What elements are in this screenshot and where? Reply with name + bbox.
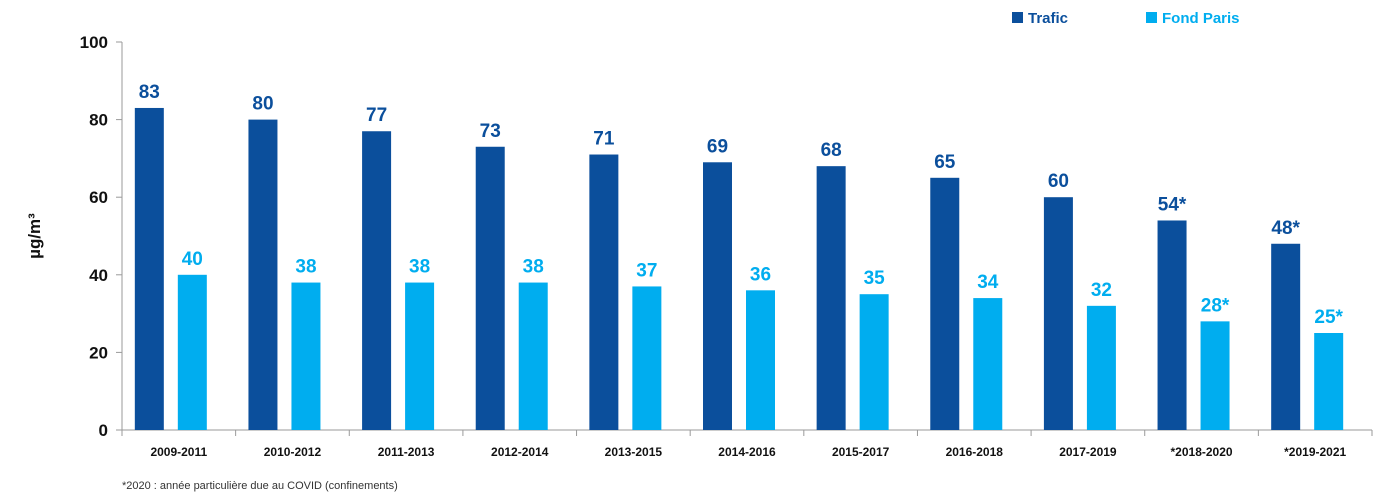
data-label-fond-paris: 34 <box>977 272 999 293</box>
bar-fond-paris <box>291 282 321 430</box>
legend-label-fond-paris: Fond Paris <box>1162 10 1240 27</box>
legend-swatch-fond-paris <box>1146 12 1157 23</box>
data-label-trafic: 68 <box>821 140 842 161</box>
data-label-fond-paris: 40 <box>182 249 203 270</box>
data-label-trafic: 65 <box>934 152 956 173</box>
data-label-fond-paris: 32 <box>1091 280 1112 301</box>
bar-fond-paris <box>746 290 775 430</box>
x-tick-label: *2019-2021 <box>1284 445 1346 459</box>
data-label-trafic: 48* <box>1271 218 1300 239</box>
bar-fond-paris <box>1314 333 1344 430</box>
data-label-fond-paris: 37 <box>636 260 657 281</box>
x-tick-label: 2014-2016 <box>718 445 776 459</box>
data-label-fond-paris: 35 <box>864 268 886 289</box>
y-tick-label: 0 <box>99 421 108 440</box>
y-tick-label: 20 <box>89 343 108 362</box>
y-tick-label: 80 <box>89 111 108 130</box>
y-axis-title: µg/m³ <box>25 213 44 259</box>
data-label-trafic: 69 <box>707 136 728 157</box>
bar-fond-paris <box>177 274 207 430</box>
legend: Trafic Fond Paris <box>1012 10 1240 27</box>
bar-trafic <box>589 154 619 430</box>
bars <box>134 107 1344 431</box>
data-label-trafic: 60 <box>1048 171 1069 192</box>
data-label-trafic: 77 <box>366 105 387 126</box>
data-label-fond-paris: 38 <box>409 257 430 278</box>
bar-fond-paris <box>518 282 548 430</box>
bar-trafic <box>816 166 846 430</box>
bar-trafic <box>248 119 278 430</box>
data-label-trafic: 80 <box>252 94 273 115</box>
legend-swatch-trafic <box>1012 12 1023 23</box>
bar-fond-paris <box>1086 305 1116 430</box>
x-tick-label: 2013-2015 <box>605 445 663 459</box>
y-tick-label: 40 <box>89 266 108 285</box>
bar-trafic <box>1271 243 1301 430</box>
bar-trafic <box>1157 220 1187 430</box>
legend-label-trafic: Trafic <box>1028 10 1068 27</box>
x-tick-label: 2015-2017 <box>832 445 890 459</box>
bar-fond-paris <box>973 298 1003 430</box>
bar-trafic <box>134 107 164 431</box>
x-tick-label: 2010-2012 <box>264 445 322 459</box>
axes: 0 20 40 60 80 100 2009-2011 2010-2012 2011-2013 2… <box>25 33 1373 459</box>
data-label-trafic: 83 <box>139 82 160 103</box>
x-tick-label: *2018-2020 <box>1171 445 1233 459</box>
bar-trafic <box>930 177 960 430</box>
x-tick-label: 2009-2011 <box>150 445 207 459</box>
bar-trafic <box>362 131 392 431</box>
y-tick-label: 60 <box>89 188 108 207</box>
bar-fond-paris <box>859 294 889 430</box>
x-tick-label: 2012-2014 <box>491 445 549 459</box>
data-label-trafic: 71 <box>593 129 615 150</box>
footnote: *2020 : année particulière due au COVID … <box>122 480 398 492</box>
bar-trafic <box>475 146 505 430</box>
bar-fond-paris <box>405 282 435 430</box>
bar-trafic <box>1043 197 1073 430</box>
bar-fond-paris <box>632 286 662 430</box>
data-label-trafic: 73 <box>480 121 501 142</box>
data-label-fond-paris: 38 <box>523 257 544 278</box>
bar-trafic <box>703 162 732 430</box>
data-label-fond-paris: 28* <box>1201 295 1230 316</box>
data-label-trafic: 54* <box>1158 194 1187 215</box>
data-label-fond-paris: 38 <box>295 257 316 278</box>
y-tick-label: 100 <box>80 33 108 52</box>
bar-fond-paris <box>1200 321 1230 430</box>
data-label-fond-paris: 36 <box>750 264 771 285</box>
x-tick-label: 2016-2018 <box>946 445 1004 459</box>
x-tick-label: 2011-2013 <box>378 445 435 459</box>
data-labels: 83 40 80 38 77 38 73 38 71 37 69 36 68 35 65 34 60 32 54* 2… <box>139 82 1344 328</box>
data-label-fond-paris: 25* <box>1314 307 1343 328</box>
x-tick-label: 2017-2019 <box>1059 445 1117 459</box>
